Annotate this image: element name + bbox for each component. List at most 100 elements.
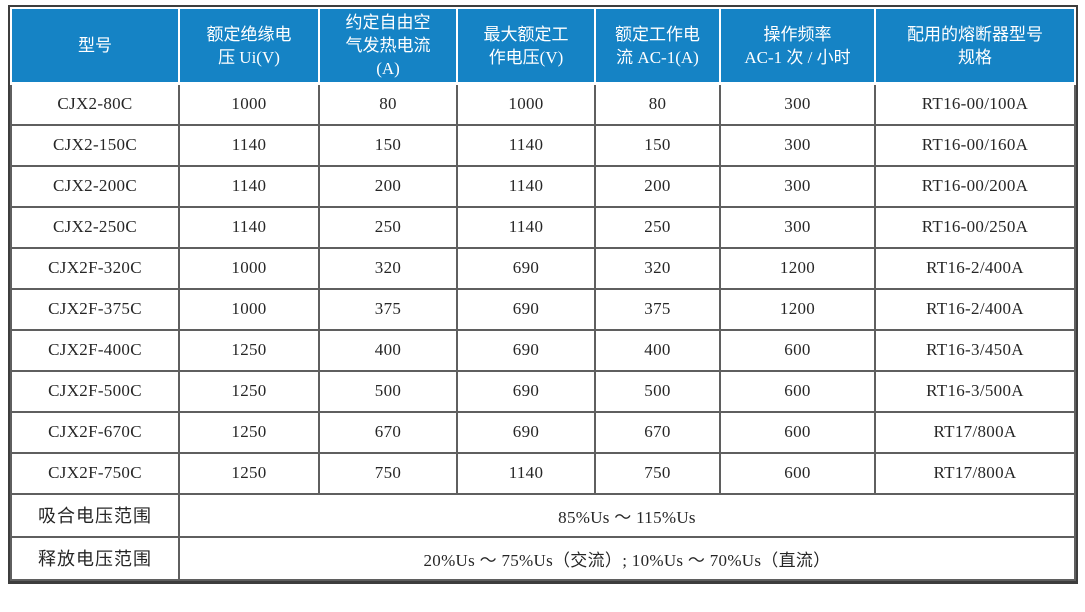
value-cell: 150 <box>318 123 458 167</box>
header-line: 额定工作电 <box>615 24 700 44</box>
header-cell-3: 最大额定工作电压(V) <box>456 7 596 85</box>
value-cell: 1200 <box>719 287 876 331</box>
header-line: 约定自由空 <box>345 13 431 32</box>
header-line: AC-1 次 / 小时 <box>744 47 851 67</box>
header-row: 型号 额定绝缘电压 Ui(V) 约定自由空 气发热电流 (A) 最大额定工 作电压(V) 额定… <box>10 7 1076 85</box>
model-cell: CJX2-80C <box>10 82 180 126</box>
value-cell: 690 <box>456 369 596 413</box>
header-line: 规格 <box>958 47 992 67</box>
table-header: 型号 额定绝缘电压 Ui(V) 约定自由空 气发热电流 (A) 最大额定工 作电压(V) 额定… <box>10 7 1076 85</box>
table-row: CJX2-80C 1000 80 1000 80 300 RT16-00/100A <box>10 82 1076 126</box>
footer-row: 释放电压范围 20%Us ～ 75%Us（交流）; 10%Us ～ 70%Us（直… <box>10 535 1076 581</box>
value-cell: 500 <box>594 369 721 413</box>
value-cell: 1140 <box>456 123 596 167</box>
table-row: CJX2F-375C 1000 375 690 375 1200 RT16-2/400A <box>10 287 1076 331</box>
value-cell: 1000 <box>178 287 320 331</box>
value-cell: 670 <box>318 410 458 454</box>
value-cell: 600 <box>719 410 876 454</box>
value-cell: 375 <box>594 287 721 331</box>
model-cell: CJX2F-670C <box>10 410 180 454</box>
value-cell: 500 <box>318 369 458 413</box>
header-cell-4: 额定工作电流 AC-1(A) <box>594 7 721 85</box>
value-cell: 1200 <box>719 246 876 290</box>
value-cell: 1250 <box>178 451 320 495</box>
header-line: 最大额定工 <box>483 24 569 44</box>
value-cell: 690 <box>456 410 596 454</box>
model-cell: CJX2F-750C <box>10 451 180 495</box>
value-cell: 1140 <box>178 123 320 167</box>
table-frame: 型号 额定绝缘电压 Ui(V) 约定自由空 气发热电流 (A) 最大额定工 作电压(V) 额定… <box>8 5 1078 584</box>
value-cell: 250 <box>318 205 458 249</box>
value-cell: RT16-00/250A <box>874 205 1076 249</box>
value-cell: 1140 <box>456 205 596 249</box>
value-cell: RT16-00/100A <box>874 82 1076 126</box>
header-line: 操作频率 <box>763 24 832 44</box>
header-cell-2: 约定自由空气发热电流 (A) <box>318 7 458 85</box>
model-cell: CJX2F-375C <box>10 287 180 331</box>
value-cell: 690 <box>456 246 596 290</box>
header-line: 额定绝缘电 <box>206 24 292 44</box>
value-cell: 400 <box>594 328 721 372</box>
table-row: CJX2-200C 1140 200 1140 200 300 RT16-00/200A <box>10 164 1076 208</box>
header-line: 流 AC-1(A) <box>616 47 699 67</box>
value-cell: 1250 <box>178 328 320 372</box>
value-cell: 1140 <box>178 164 320 208</box>
value-cell: RT16-3/450A <box>874 328 1076 372</box>
header-line: (A) <box>376 59 400 78</box>
footer-value: 20%Us ～ 75%Us（交流）; 10%Us ～ 70%Us（直流） <box>178 535 1076 581</box>
table-body: CJX2-80C 1000 80 1000 80 300 RT16-00/100A CJX2-… <box>10 82 1076 495</box>
value-cell: 300 <box>719 123 876 167</box>
value-cell: 690 <box>456 328 596 372</box>
value-cell: 80 <box>318 82 458 126</box>
header-line: 气发热电流 <box>345 36 431 55</box>
table-row: CJX2-150C 1140 150 1140 150 300 RT16-00/160A <box>10 123 1076 167</box>
value-cell: 375 <box>318 287 458 331</box>
value-cell: 400 <box>318 328 458 372</box>
model-cell: CJX2-150C <box>10 123 180 167</box>
value-cell: 320 <box>594 246 721 290</box>
value-cell: 600 <box>719 369 876 413</box>
value-cell: 1000 <box>456 82 596 126</box>
value-cell: RT16-2/400A <box>874 287 1076 331</box>
header-cell-1: 额定绝缘电压 Ui(V) <box>178 7 320 85</box>
header-line: 作电压(V) <box>488 47 564 67</box>
value-cell: 300 <box>719 82 876 126</box>
model-cell: CJX2F-500C <box>10 369 180 413</box>
value-cell: 1140 <box>456 451 596 495</box>
model-cell: CJX2F-320C <box>10 246 180 290</box>
value-cell: RT16-00/200A <box>874 164 1076 208</box>
model-cell: CJX2-200C <box>10 164 180 208</box>
value-cell: 750 <box>594 451 721 495</box>
value-cell: RT16-2/400A <box>874 246 1076 290</box>
value-cell: RT17/800A <box>874 410 1076 454</box>
value-cell: 250 <box>594 205 721 249</box>
value-cell: RT16-00/160A <box>874 123 1076 167</box>
value-cell: 300 <box>719 205 876 249</box>
header-cell-6: 配用的熔断器型号 规格 <box>874 7 1076 85</box>
model-cell: CJX2-250C <box>10 205 180 249</box>
header-line: 配用的熔断器型号 <box>907 24 1043 44</box>
header-cell-5: 操作频率 AC-1 次 / 小时 <box>719 7 876 85</box>
value-cell: 600 <box>719 451 876 495</box>
value-cell: 1250 <box>178 410 320 454</box>
value-cell: 690 <box>456 287 596 331</box>
value-cell: 320 <box>318 246 458 290</box>
footer-row: 吸合电压范围 85%Us ～ 115%Us <box>10 492 1076 538</box>
value-cell: 1140 <box>456 164 596 208</box>
header-line: 型号 <box>78 36 112 55</box>
value-cell: RT16-3/500A <box>874 369 1076 413</box>
value-cell: 1250 <box>178 369 320 413</box>
header-line: 压 Ui(V) <box>218 47 280 67</box>
header-cell-0: 型号 <box>10 7 180 85</box>
value-cell: 1140 <box>178 205 320 249</box>
footer-label: 吸合电压范围 <box>10 492 180 538</box>
table-row: CJX2F-670C 1250 670 690 670 600 RT17/800A <box>10 410 1076 454</box>
value-cell: 200 <box>594 164 721 208</box>
value-cell: RT17/800A <box>874 451 1076 495</box>
value-cell: 300 <box>719 164 876 208</box>
footer-label: 释放电压范围 <box>10 535 180 581</box>
value-cell: 200 <box>318 164 458 208</box>
value-cell: 670 <box>594 410 721 454</box>
table-row: CJX2-250C 1140 250 1140 250 300 RT16-00/250A <box>10 205 1076 249</box>
